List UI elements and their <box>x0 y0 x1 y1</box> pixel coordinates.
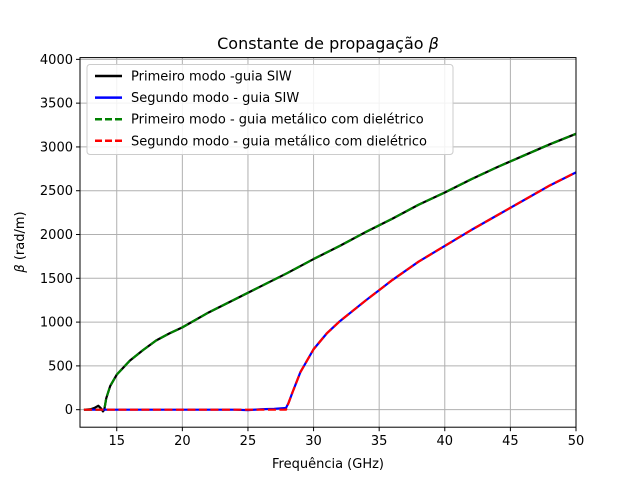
x-tick-label: 45 <box>502 434 519 449</box>
y-tick-label: 4000 <box>40 53 73 68</box>
plot-frame <box>79 57 577 428</box>
chart-title: Constante de propagação β <box>217 34 439 53</box>
y-axis-label: β (rad/m) <box>13 211 28 273</box>
series-layer <box>83 132 577 413</box>
x-axis: 15 20 25 30 35 40 45 50 <box>108 427 584 449</box>
x-tick-label: 25 <box>240 434 257 449</box>
y-tick-label: 3500 <box>40 97 73 112</box>
y-tick-label: 3000 <box>40 140 73 155</box>
x-axis-label: Frequência (GHz) <box>272 457 384 472</box>
series-line-3 <box>83 132 577 411</box>
legend: Primeiro modo -guia SIW Segundo modo - gu… <box>86 64 454 155</box>
legend-label-2: Segundo modo - guia SIW <box>131 91 299 106</box>
y-tick-label: 1500 <box>40 272 73 287</box>
x-tick-label: 30 <box>305 434 322 449</box>
x-tick-label: 35 <box>371 434 388 449</box>
legend-label-4: Segundo modo - guia metálico com dielétr… <box>131 134 427 149</box>
x-tick-label: 50 <box>568 434 585 449</box>
y-tick-label: 2000 <box>40 228 73 243</box>
legend-label-1: Primeiro modo -guia SIW <box>131 70 292 85</box>
x-tick-label: 15 <box>108 434 125 449</box>
y-tick-label: 500 <box>48 359 73 374</box>
y-axis: 0 500 1000 1500 2000 2500 3000 3500 4000 <box>40 53 80 418</box>
x-tick-label: 20 <box>174 434 191 449</box>
legend-label-3: Primeiro modo - guia metálico com dielét… <box>131 113 424 128</box>
y-tick-label: 2500 <box>40 184 73 199</box>
y-tick-label: 0 <box>65 403 73 418</box>
x-tick-label: 40 <box>437 434 454 449</box>
legend-box <box>86 64 454 155</box>
y-tick-label: 1000 <box>40 316 73 331</box>
